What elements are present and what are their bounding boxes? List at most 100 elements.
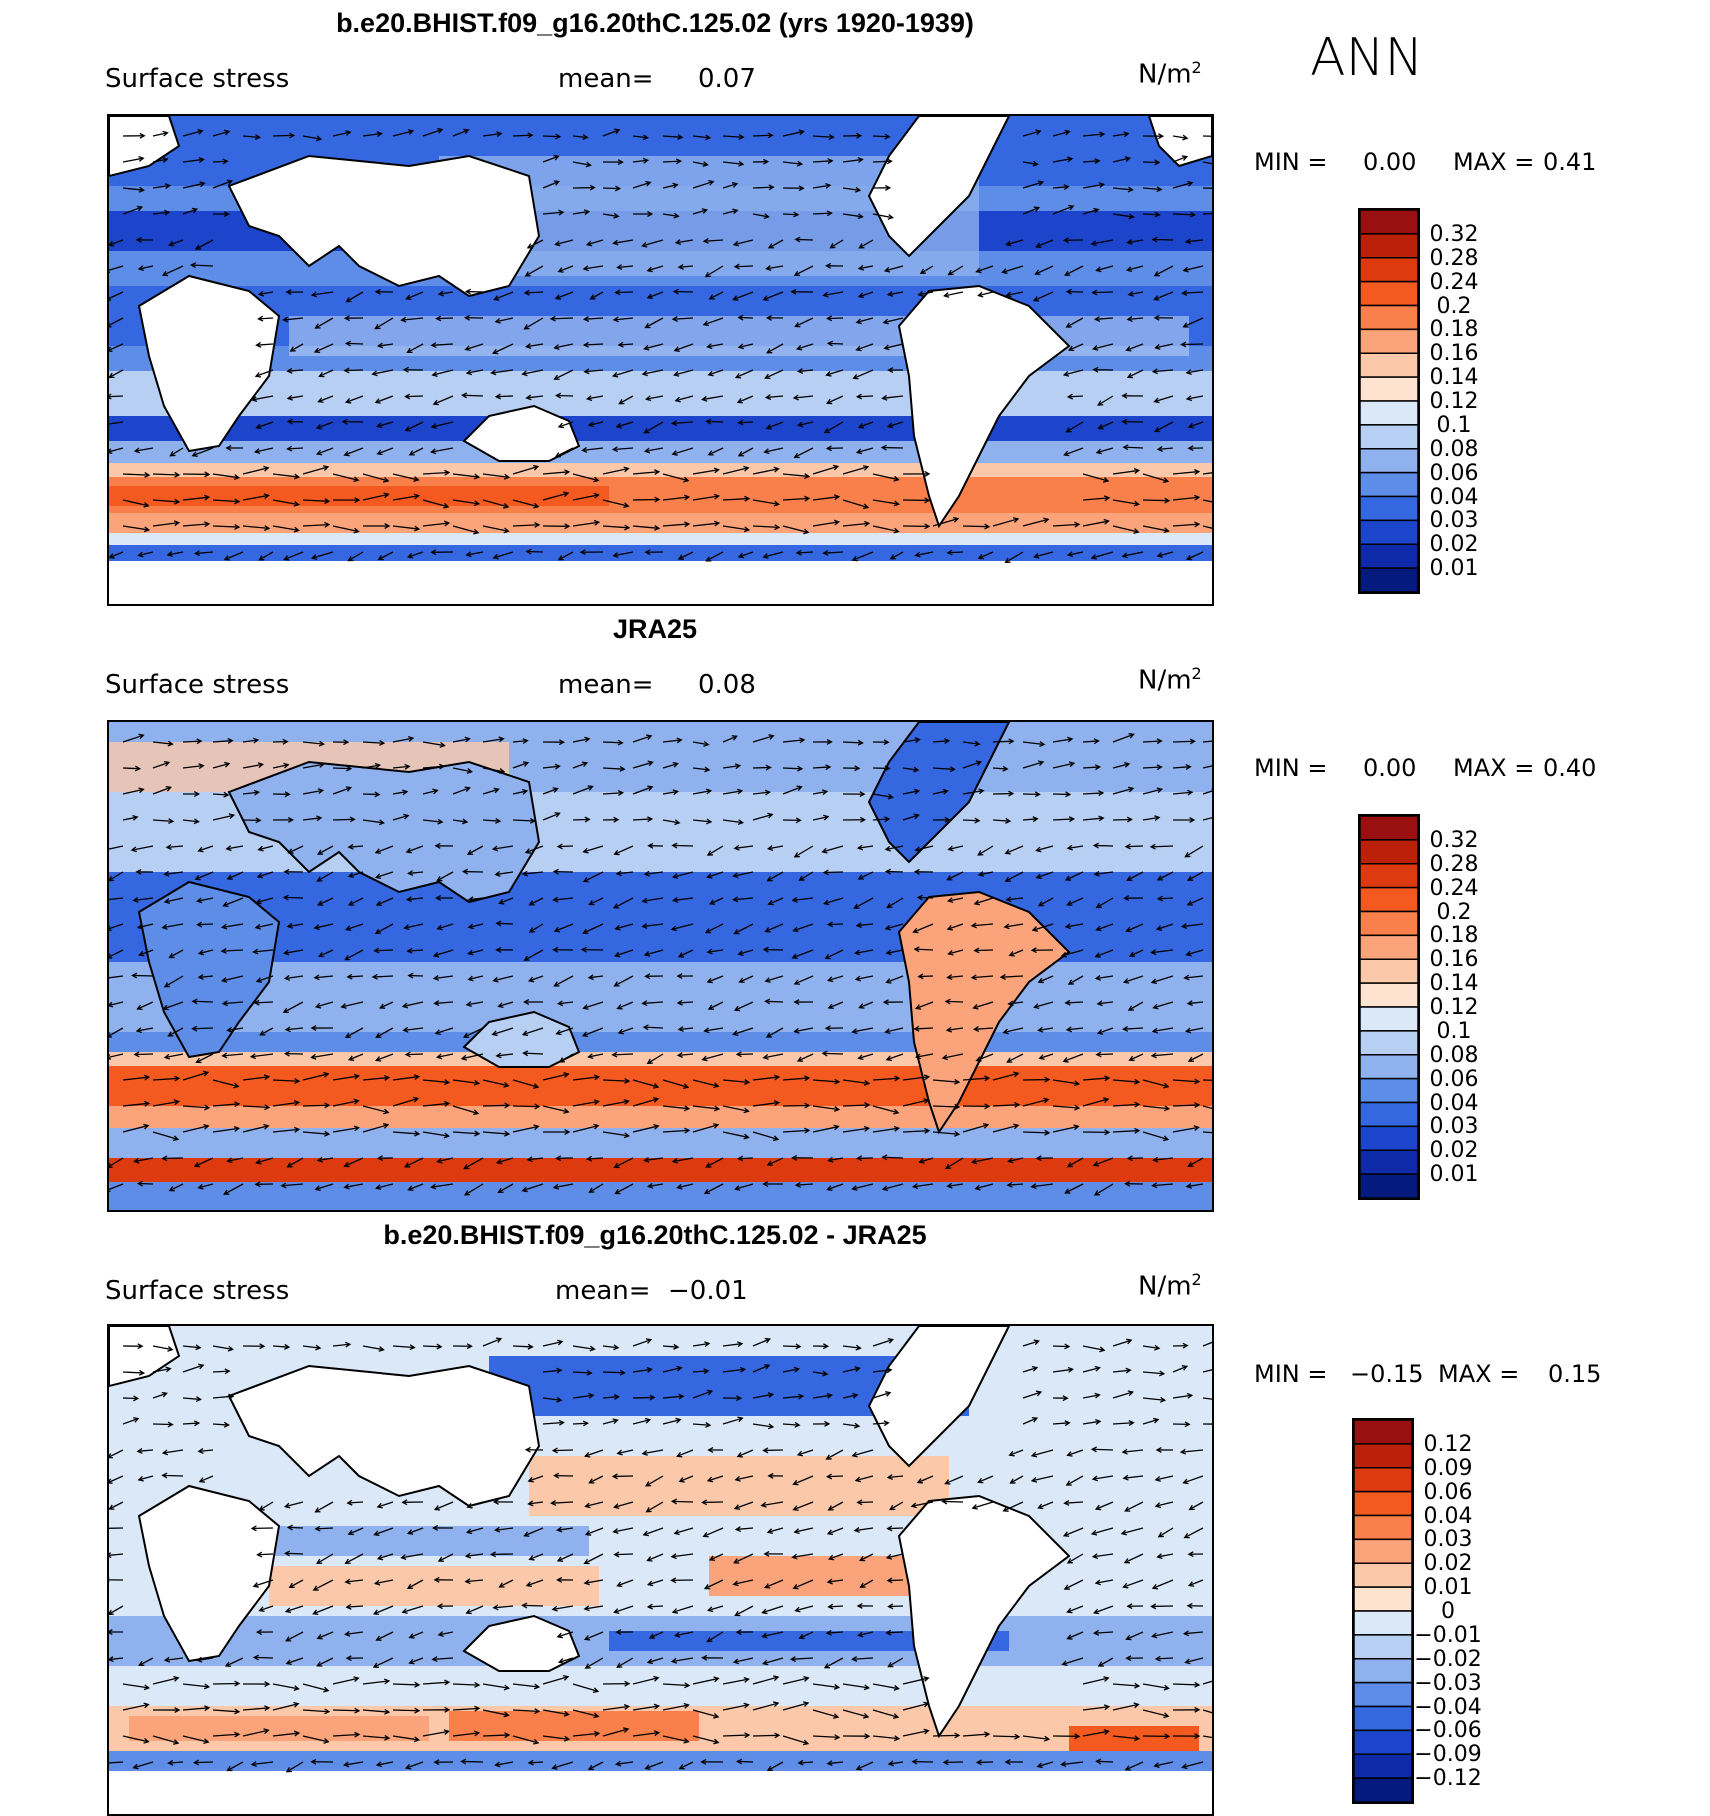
panel-3-mean-label: mean= xyxy=(555,1276,651,1306)
stress-arrow xyxy=(409,975,423,976)
colorbar-swatch xyxy=(1360,983,1418,1007)
colorbar-tick-label: 0.02 xyxy=(1414,532,1494,557)
stress-arrow xyxy=(873,136,889,137)
stress-arrow xyxy=(1023,1132,1049,1133)
colorbar-tick-label: 0.03 xyxy=(1408,1527,1488,1552)
colorbar-swatch xyxy=(1360,1031,1418,1055)
stress-arrow xyxy=(197,924,213,925)
stress-arrow xyxy=(672,1501,693,1502)
panel-1-min-value: 0.00 xyxy=(1363,148,1416,176)
colorbar-swatch xyxy=(1360,935,1418,959)
stress-arrow xyxy=(883,1157,903,1158)
stress-arrow xyxy=(963,526,989,527)
colorbar-tick-label: 0.28 xyxy=(1414,246,1494,271)
stress-arrow xyxy=(1173,741,1195,742)
panel-1-mean-label: mean= xyxy=(558,64,654,94)
stress-arrow xyxy=(813,213,832,214)
panel-2-colorbar xyxy=(1358,814,1420,1205)
colorbar-swatch xyxy=(1360,520,1418,544)
colorbar-tick-label: −0.03 xyxy=(1408,1671,1488,1696)
colorbar-tick-label: 0.06 xyxy=(1414,461,1494,486)
stress-arrow xyxy=(1092,1449,1113,1450)
stress-arrow xyxy=(553,1450,573,1451)
colorbar-tick-label: 0.1 xyxy=(1414,413,1494,438)
colorbar-swatch xyxy=(1360,425,1418,449)
colorbar-tick-label: 0.12 xyxy=(1414,995,1494,1020)
stress-arrow xyxy=(333,768,351,769)
stress-arrow xyxy=(828,343,843,344)
stress-arrow xyxy=(735,266,753,267)
colorbar-swatch xyxy=(1360,497,1418,521)
colorbar-tick-label: 0.24 xyxy=(1414,876,1494,901)
colorbar-tick-label: 0.1 xyxy=(1414,1019,1494,1044)
stress-arrow xyxy=(1143,500,1169,501)
colorbar-tick-label: 0.03 xyxy=(1414,1114,1494,1139)
stress-arrow xyxy=(674,291,693,292)
colorbar-tick-label: 0.12 xyxy=(1414,389,1494,414)
colorbar-swatch xyxy=(1360,1103,1418,1127)
colorbar-tick-label: −0.06 xyxy=(1408,1718,1488,1743)
colorbar-tick-label: 0.12 xyxy=(1408,1432,1488,1457)
season-label: ANN xyxy=(1310,28,1423,88)
colorbar-swatch xyxy=(1360,959,1418,983)
stress-arrow xyxy=(889,1606,903,1607)
stress-arrow xyxy=(523,1053,543,1054)
stress-arrow xyxy=(285,1553,303,1554)
stress-arrow xyxy=(523,1605,543,1606)
stress-arrow xyxy=(1173,214,1195,215)
colorbar-tick-label: 0.06 xyxy=(1408,1480,1488,1505)
colorbar-tick-label: 0.02 xyxy=(1414,1138,1494,1163)
colorbar-swatch xyxy=(1354,1563,1412,1587)
stress-arrow xyxy=(194,1762,213,1763)
stress-arrow xyxy=(183,741,201,742)
stress-arrow xyxy=(135,1054,153,1055)
panel-2-min-value: 0.00 xyxy=(1363,754,1416,782)
stress-arrow xyxy=(573,819,589,820)
colorbar-swatch xyxy=(1360,816,1418,840)
stress-arrow xyxy=(556,395,573,396)
stress-arrow xyxy=(915,949,933,950)
stress-arrow xyxy=(1143,214,1159,215)
stress-arrow xyxy=(615,1554,633,1555)
colorbar-swatch xyxy=(1360,258,1418,282)
stress-arrow xyxy=(1182,344,1203,345)
stress-arrow xyxy=(273,135,294,136)
panel-1-title: b.e20.BHIST.f09_g16.20thC.125.02 (yrs 19… xyxy=(100,8,1210,39)
panel-1-variable-label: Surface stress xyxy=(105,64,289,94)
stress-arrow xyxy=(513,1106,539,1107)
stress-arrow xyxy=(288,1527,303,1528)
colorbar-swatch xyxy=(1354,1468,1412,1492)
stress-arrow xyxy=(303,1105,329,1106)
stress-arrow xyxy=(737,1761,753,1762)
stress-arrow xyxy=(765,1001,783,1002)
stress-arrow xyxy=(673,845,693,846)
colorbar-swatch xyxy=(1354,1683,1412,1707)
stress-arrow xyxy=(933,1735,959,1736)
colorbar-swatch xyxy=(1360,912,1418,936)
colorbar-tick-label: 0.2 xyxy=(1414,900,1494,925)
stress-arrow xyxy=(739,317,753,318)
panel-1-min-label: MIN = xyxy=(1254,148,1327,176)
colorbar-swatch xyxy=(1360,1007,1418,1031)
stress-arrow xyxy=(824,872,843,873)
stress-arrow xyxy=(633,499,659,500)
stress-arrow xyxy=(1126,846,1143,847)
panel-3-max-value: 0.15 xyxy=(1548,1360,1601,1388)
colorbar-swatch xyxy=(1354,1635,1412,1659)
colorbar-swatch xyxy=(1354,1659,1412,1683)
stress-arrow xyxy=(963,820,979,821)
stress-arrow xyxy=(423,1346,441,1347)
panel-3-colorbar xyxy=(1352,1418,1414,1809)
colorbar-swatch xyxy=(1360,329,1418,353)
colorbar-tick-label: 0.01 xyxy=(1414,1162,1494,1187)
colorbar-swatch xyxy=(1354,1420,1412,1444)
stress-arrow xyxy=(887,1632,903,1633)
colorbar-swatch xyxy=(1360,544,1418,568)
panel-3-map xyxy=(107,1324,1214,1816)
colorbar-tick-label: −0.01 xyxy=(1408,1623,1488,1648)
colorbar-swatch xyxy=(1360,1079,1418,1103)
stress-arrow xyxy=(888,1580,903,1581)
stress-arrow xyxy=(993,1736,1019,1737)
colorbar-swatch xyxy=(1360,353,1418,377)
colorbar-tick-label: 0.32 xyxy=(1414,222,1494,247)
